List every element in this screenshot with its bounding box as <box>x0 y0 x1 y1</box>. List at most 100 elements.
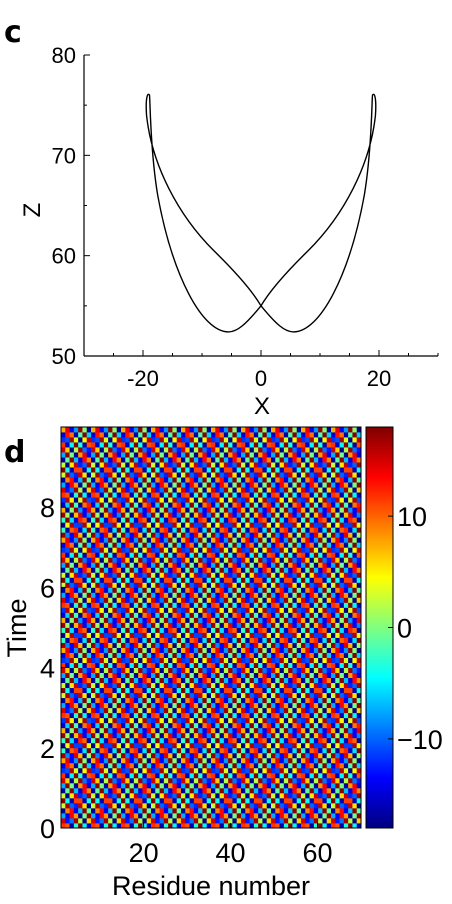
heatmap-cell <box>253 667 259 674</box>
heatmap-cell <box>339 687 345 694</box>
heatmap-cell <box>219 752 225 759</box>
heatmap-cell <box>309 737 315 744</box>
heatmap-cell <box>202 737 208 744</box>
heatmap-cell <box>309 752 315 759</box>
heatmap-cell <box>262 692 268 699</box>
heatmap-cell <box>146 747 152 754</box>
heatmap-cell <box>228 597 233 603</box>
heatmap-cell <box>142 522 148 528</box>
heatmap-cell <box>258 562 263 568</box>
heatmap-cell <box>322 532 328 538</box>
heatmap-cell <box>61 592 66 598</box>
heatmap-cell <box>129 697 135 704</box>
heatmap-cell <box>189 567 195 573</box>
heatmap-cell <box>228 552 233 558</box>
heatmap-cell <box>271 517 276 523</box>
heatmap-cell <box>326 772 332 779</box>
heatmap-cell <box>356 732 362 739</box>
heatmap-cell <box>129 787 135 794</box>
heatmap-cell <box>262 632 268 638</box>
heatmap-cell <box>279 557 285 563</box>
heatmap-cell <box>193 772 199 779</box>
heatmap-cell <box>116 517 122 523</box>
heatmap-cell <box>146 482 152 488</box>
heatmap-cell <box>125 582 130 588</box>
heatmap-cell <box>151 582 156 588</box>
heatmap-cell <box>172 577 178 583</box>
heatmap-cell <box>138 617 143 623</box>
heatmap-cell <box>121 592 126 598</box>
heatmap-cell <box>172 807 178 814</box>
heatmap-cell <box>223 732 229 739</box>
heatmap-cell <box>352 812 358 819</box>
heatmap-cell <box>116 822 122 829</box>
heatmap-cell <box>211 627 216 633</box>
heatmap-cell <box>82 562 88 568</box>
heatmap-cell <box>112 812 118 819</box>
heatmap-cell <box>198 712 203 719</box>
heatmap-cell <box>352 612 358 618</box>
heatmap-cell <box>326 657 332 663</box>
heatmap-cell <box>352 787 358 794</box>
heatmap-cell <box>309 757 315 764</box>
heatmap-cell <box>241 782 246 789</box>
heatmap-cell <box>343 757 349 764</box>
heatmap-cell <box>95 642 100 648</box>
heatmap-cell <box>103 517 109 523</box>
heatmap-cell <box>356 627 362 633</box>
heatmap-cell <box>202 722 208 729</box>
heatmap-cell <box>352 622 358 628</box>
heatmap-cell <box>78 492 83 498</box>
heatmap-cell <box>241 777 246 784</box>
heatmap-cell <box>309 647 315 653</box>
heatmap-cell <box>236 482 242 488</box>
heatmap-cell <box>352 792 358 799</box>
heatmap-cell <box>103 522 109 528</box>
panel-c-x-tick-label: -20 <box>127 366 159 391</box>
heatmap-cell <box>159 572 165 578</box>
heatmap-cell <box>262 777 268 784</box>
heatmap-cell <box>292 522 298 528</box>
heatmap-cell <box>215 482 220 488</box>
heatmap-cell <box>193 732 199 739</box>
heatmap-cell <box>305 537 310 543</box>
heatmap-cell <box>335 587 340 593</box>
heatmap-cell <box>86 532 92 538</box>
heatmap-cell <box>125 727 130 734</box>
heatmap-cell <box>215 582 220 588</box>
heatmap-cell <box>296 732 302 739</box>
heatmap-cell <box>91 527 96 533</box>
heatmap-cell <box>202 617 208 623</box>
heatmap-cell <box>181 602 186 608</box>
heatmap-cell <box>151 682 156 689</box>
heatmap-cell <box>202 622 208 628</box>
heatmap-cell <box>352 732 358 739</box>
heatmap-cell <box>73 587 79 593</box>
heatmap-cell <box>206 737 212 744</box>
heatmap-cell <box>335 532 340 538</box>
heatmap-cell <box>292 557 298 563</box>
heatmap-cell <box>331 772 336 779</box>
heatmap-cell <box>99 617 105 623</box>
heatmap-cell <box>142 527 148 533</box>
heatmap-cell <box>335 652 340 658</box>
heatmap-cell <box>176 607 182 613</box>
heatmap-cell <box>73 722 79 729</box>
heatmap-cell <box>215 812 220 819</box>
heatmap-cell <box>146 627 152 633</box>
heatmap-cell <box>318 777 323 784</box>
heatmap-cell <box>176 817 182 824</box>
heatmap-cell <box>185 617 190 623</box>
heatmap-cell <box>253 672 259 679</box>
heatmap-cell <box>343 567 349 573</box>
heatmap-cell <box>138 502 143 508</box>
heatmap-cell <box>262 492 268 498</box>
heatmap-cell <box>249 712 255 719</box>
heatmap-cell <box>245 532 250 538</box>
heatmap-cell <box>65 617 70 623</box>
heatmap-cell <box>236 497 242 503</box>
heatmap-cell <box>155 662 160 668</box>
heatmap-cell <box>121 712 126 719</box>
heatmap-cell <box>125 772 130 779</box>
